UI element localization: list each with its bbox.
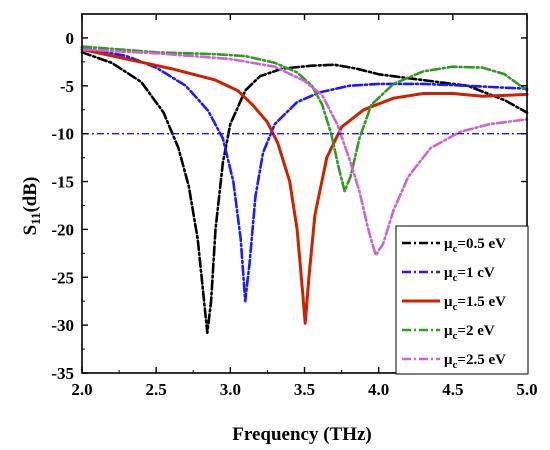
y-tick-label: -30 <box>51 316 74 335</box>
y-axis-ticks: 0 -5 -10 -15 -20 -25 -30 -35 <box>51 29 527 383</box>
series-layer <box>80 45 529 335</box>
legend-label-2: μc=1.5 eV <box>444 294 506 313</box>
y-tick-label: -5 <box>60 77 74 96</box>
legend-label-suffix: =0.5 eV <box>457 236 506 252</box>
legend-label-suffix: =2.5 eV <box>457 352 506 368</box>
x-tick-label: 3.0 <box>220 380 241 399</box>
series-line-4 <box>80 48 529 257</box>
x-tick-label: 2.5 <box>146 380 167 399</box>
legend-label-prefix: μ <box>444 236 453 252</box>
series-line-2 <box>80 47 529 325</box>
y-tick-label: 0 <box>66 29 75 48</box>
x-tick-label: 5.0 <box>516 380 537 399</box>
legend-label-suffix: =2 eV <box>457 323 494 339</box>
legend-label-4: μc=2.5 eV <box>444 352 506 371</box>
y-tick-label: -15 <box>51 173 74 192</box>
y-tick-label: -10 <box>51 125 74 144</box>
y-axis-title-tail: (dB) <box>20 177 41 213</box>
y-tick-label: -20 <box>51 220 74 239</box>
legend-label-prefix: μ <box>444 265 453 281</box>
x-tick-label: 3.5 <box>294 380 315 399</box>
y-axis-title: S11(dB) <box>20 177 43 236</box>
legend-label-suffix: =1.5 eV <box>457 294 506 310</box>
series-line-0 <box>80 50 529 335</box>
legend-label-3: μc=2 eV <box>444 323 495 342</box>
legend-label-sub: c <box>453 301 458 313</box>
legend-label-sub: c <box>453 243 458 255</box>
y-axis-title-main: S <box>20 225 41 236</box>
series-line-3 <box>80 45 529 193</box>
x-tick-label: 2.0 <box>71 380 92 399</box>
x-tick-label: 4.0 <box>368 380 389 399</box>
legend-label-sub: c <box>453 330 458 342</box>
legend-label-prefix: μ <box>444 323 453 339</box>
legend-label-suffix: =1 cV <box>457 265 494 281</box>
y-tick-label: -35 <box>51 364 74 383</box>
series-line-1 <box>80 46 529 303</box>
x-axis-title: Frequency (THz) <box>232 424 372 445</box>
legend-label-1: μc=1 cV <box>444 265 495 284</box>
legend-label-sub: c <box>453 359 458 371</box>
legend-label-prefix: μ <box>444 294 453 310</box>
legend-label-sub: c <box>453 272 458 284</box>
x-axis-ticks: 2.0 2.5 3.0 3.5 4.0 4.5 5.0 <box>71 14 538 399</box>
legend-label-0: μc=0.5 eV <box>444 236 506 255</box>
y-tick-label: -25 <box>51 268 74 287</box>
y-axis-title-sub: 11 <box>28 213 43 225</box>
x-tick-label: 4.5 <box>442 380 463 399</box>
legend-label-prefix: μ <box>444 352 453 368</box>
